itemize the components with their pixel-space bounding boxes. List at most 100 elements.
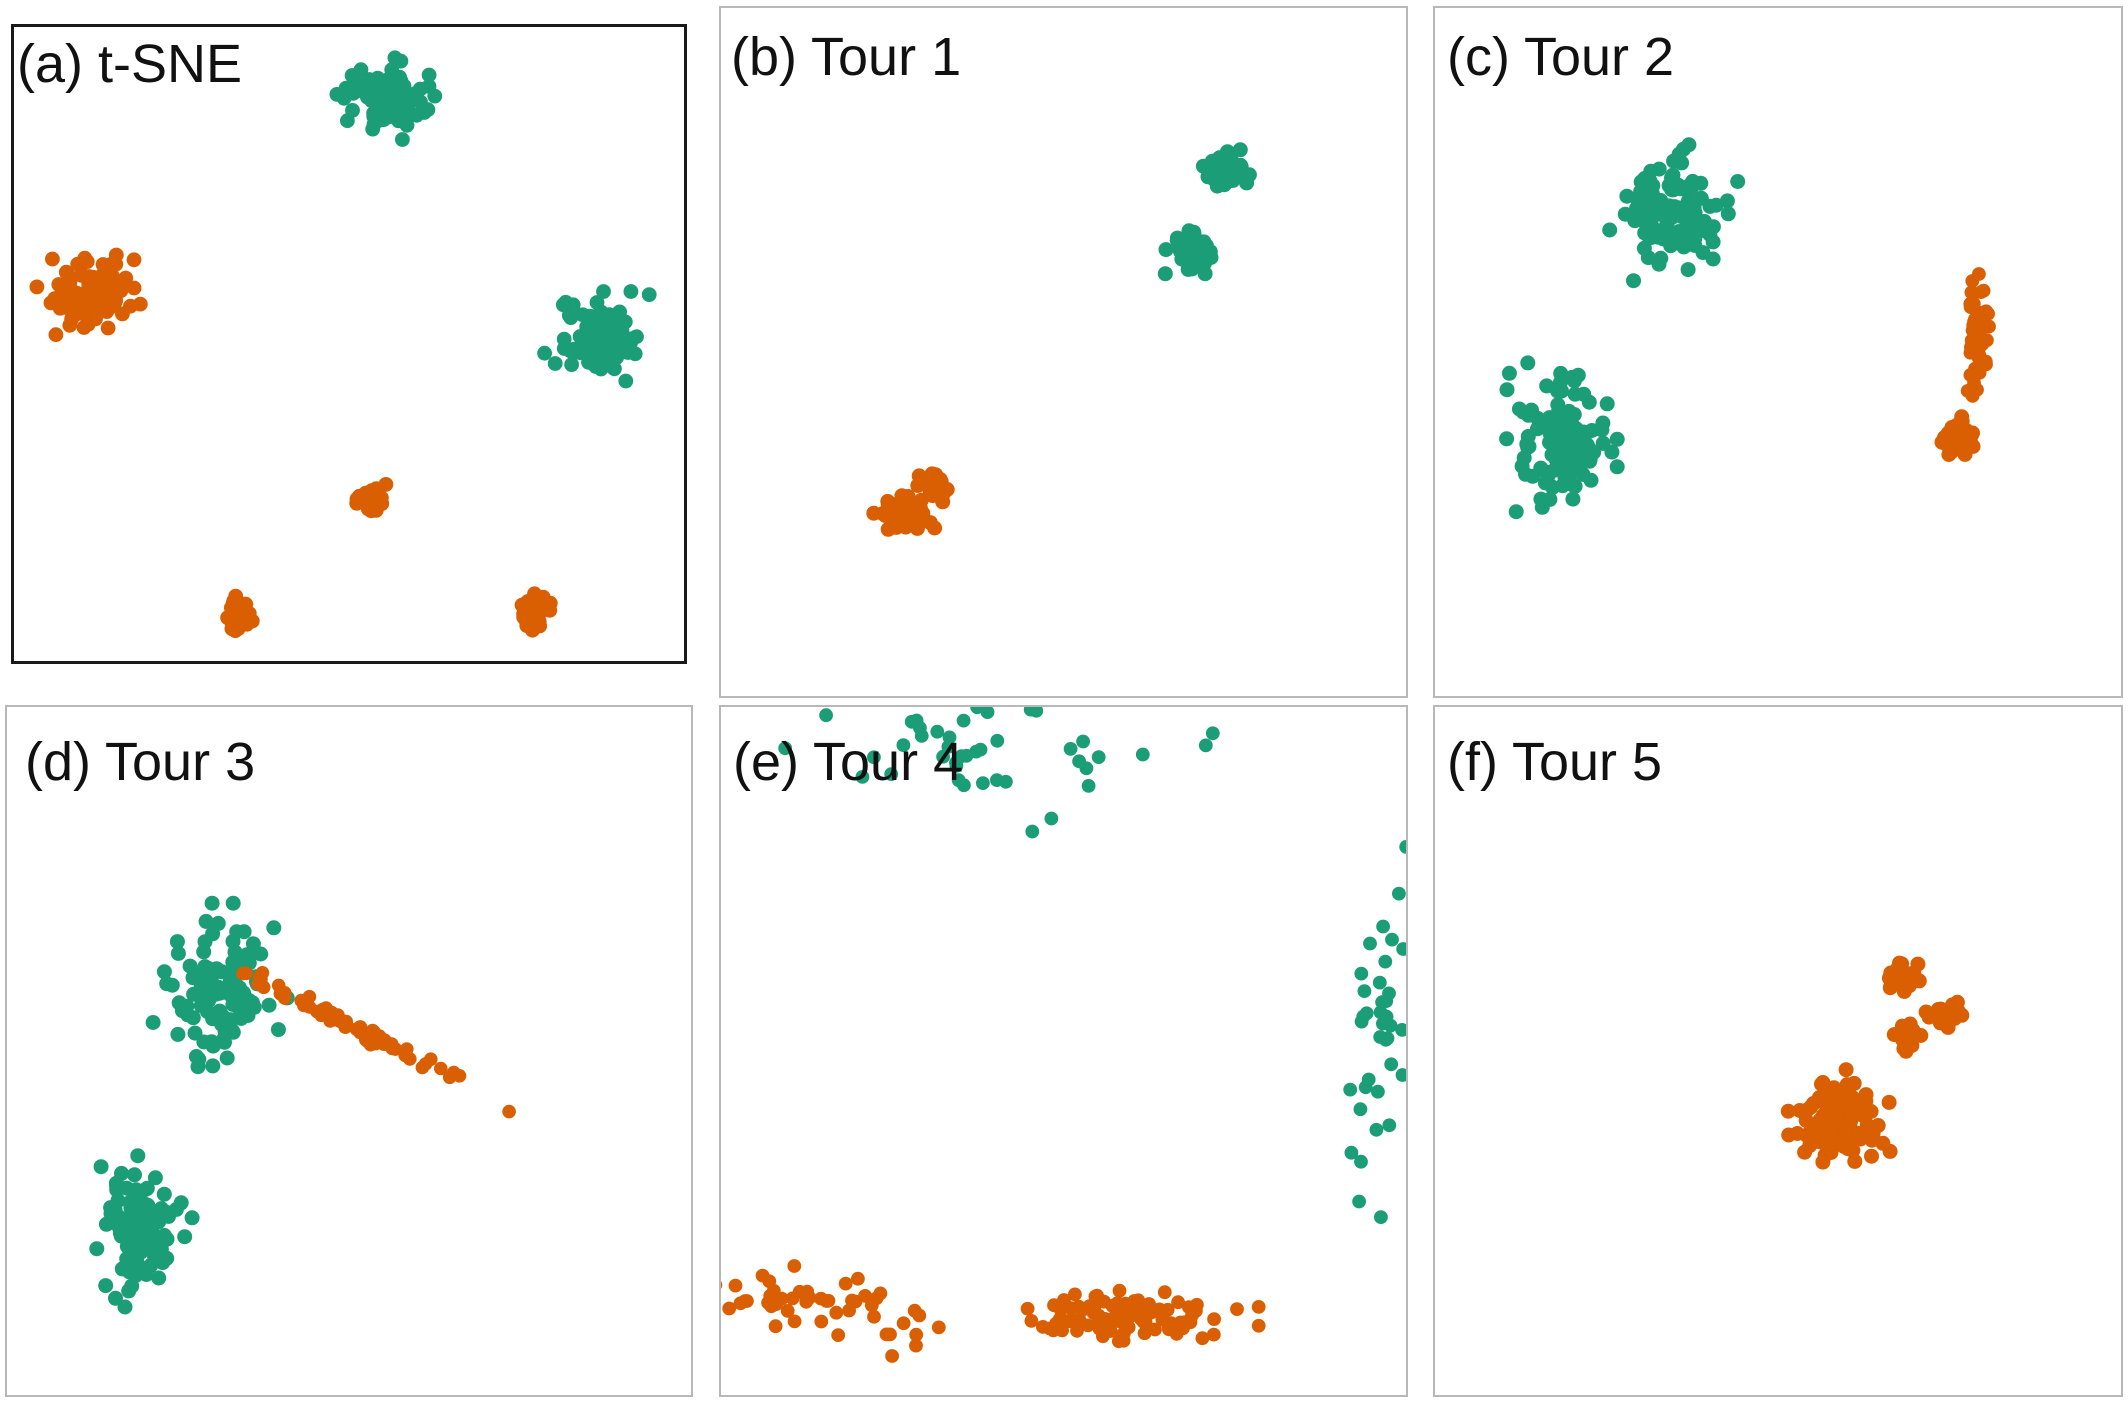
- data-point: [76, 320, 92, 335]
- data-point: [170, 945, 186, 961]
- data-point: [1653, 250, 1669, 266]
- data-point: [1524, 402, 1539, 418]
- data-point: [537, 345, 552, 361]
- data-point: [216, 1031, 232, 1047]
- data-point: [1112, 1283, 1127, 1298]
- data-point: [1511, 401, 1527, 417]
- data-point: [156, 1186, 172, 1202]
- data-point: [1044, 811, 1059, 826]
- data-point: [1553, 365, 1569, 381]
- data-point: [1230, 1302, 1244, 1316]
- data-point: [1875, 1135, 1891, 1151]
- data-point: [1182, 1300, 1196, 1314]
- data-point: [1854, 1107, 1870, 1123]
- data-point: [1020, 1301, 1035, 1316]
- data-point: [239, 966, 253, 981]
- data-point: [518, 614, 534, 629]
- data-point: [147, 1170, 163, 1186]
- data-point: [641, 287, 657, 302]
- panel-tour-1: (b) Tour 1: [719, 6, 1408, 698]
- data-point: [1554, 383, 1569, 399]
- data-point: [1720, 206, 1736, 222]
- data-point: [762, 1274, 777, 1289]
- data-point: [1544, 434, 1560, 449]
- panel-title-tour-5: (f) Tour 5: [1447, 732, 1663, 792]
- data-point: [1353, 1102, 1368, 1117]
- data-point: [1385, 932, 1399, 947]
- data-point: [58, 300, 74, 315]
- panel-title-tour-3: (d) Tour 3: [25, 732, 256, 792]
- data-point: [1395, 1068, 1406, 1082]
- data-point: [898, 500, 914, 516]
- data-point: [48, 327, 64, 343]
- data-point: [1357, 984, 1372, 998]
- data-point: [1369, 1122, 1384, 1137]
- data-point: [1352, 1194, 1366, 1209]
- data-point: [910, 478, 926, 493]
- data-point: [108, 256, 124, 272]
- cluster-3: [236, 966, 516, 1119]
- data-point: [1157, 1285, 1172, 1300]
- data-point: [205, 926, 221, 942]
- data-point: [366, 106, 381, 121]
- data-point: [623, 284, 639, 299]
- data-point: [188, 966, 204, 982]
- data-point: [831, 1328, 846, 1342]
- data-point: [1870, 1118, 1886, 1133]
- data-point: [912, 1308, 927, 1323]
- data-point: [421, 67, 437, 83]
- data-point: [1382, 1118, 1397, 1133]
- data-point: [200, 971, 216, 987]
- data-point: [990, 733, 1005, 748]
- data-point: [171, 995, 187, 1011]
- data-point: [927, 520, 943, 536]
- data-point: [1499, 431, 1515, 447]
- data-point: [785, 1291, 800, 1306]
- panel-title-tour-2: (c) Tour 2: [1447, 27, 1675, 87]
- data-point: [1822, 1135, 1838, 1150]
- data-point: [611, 317, 627, 332]
- data-point: [1708, 197, 1724, 213]
- data-point: [1076, 734, 1090, 749]
- data-point: [129, 1216, 145, 1232]
- data-point: [251, 977, 265, 991]
- data-point: [1566, 437, 1582, 452]
- data-point: [1184, 252, 1200, 267]
- panel-tour-2: (c) Tour 2: [1433, 6, 2123, 698]
- data-point: [514, 597, 530, 613]
- data-point: [1532, 417, 1548, 433]
- data-point: [842, 1303, 856, 1318]
- data-point: [103, 1206, 119, 1221]
- data-point: [1619, 188, 1635, 204]
- data-point: [1846, 1075, 1862, 1091]
- data-point: [1972, 267, 1986, 281]
- data-point: [1960, 384, 1975, 398]
- data-point: [69, 285, 85, 301]
- data-point: [1092, 1321, 1107, 1336]
- panel-tsne: (a) t-SNE: [11, 24, 687, 664]
- cluster-3: [1881, 955, 1927, 999]
- data-point: [1535, 493, 1551, 509]
- data-point: [900, 489, 916, 504]
- scatter-plot-tour-4: [721, 707, 1406, 1363]
- data-point: [970, 707, 985, 715]
- data-point: [146, 1247, 162, 1263]
- cluster-4: [910, 466, 955, 510]
- data-point: [1882, 980, 1898, 996]
- data-point: [502, 1104, 516, 1119]
- data-point: [145, 1209, 160, 1225]
- data-point: [1081, 779, 1096, 793]
- data-point: [819, 708, 833, 723]
- data-point: [1354, 1154, 1368, 1169]
- data-point: [1575, 466, 1591, 482]
- data-point: [363, 491, 379, 507]
- data-point: [1063, 742, 1078, 756]
- data-point: [420, 102, 436, 118]
- data-point: [302, 989, 317, 1004]
- data-point: [114, 1165, 129, 1181]
- data-point: [1705, 251, 1721, 267]
- data-point: [1676, 141, 1691, 157]
- cluster-4: [1960, 267, 1996, 403]
- data-point: [1024, 1314, 1039, 1328]
- data-point: [1570, 367, 1586, 383]
